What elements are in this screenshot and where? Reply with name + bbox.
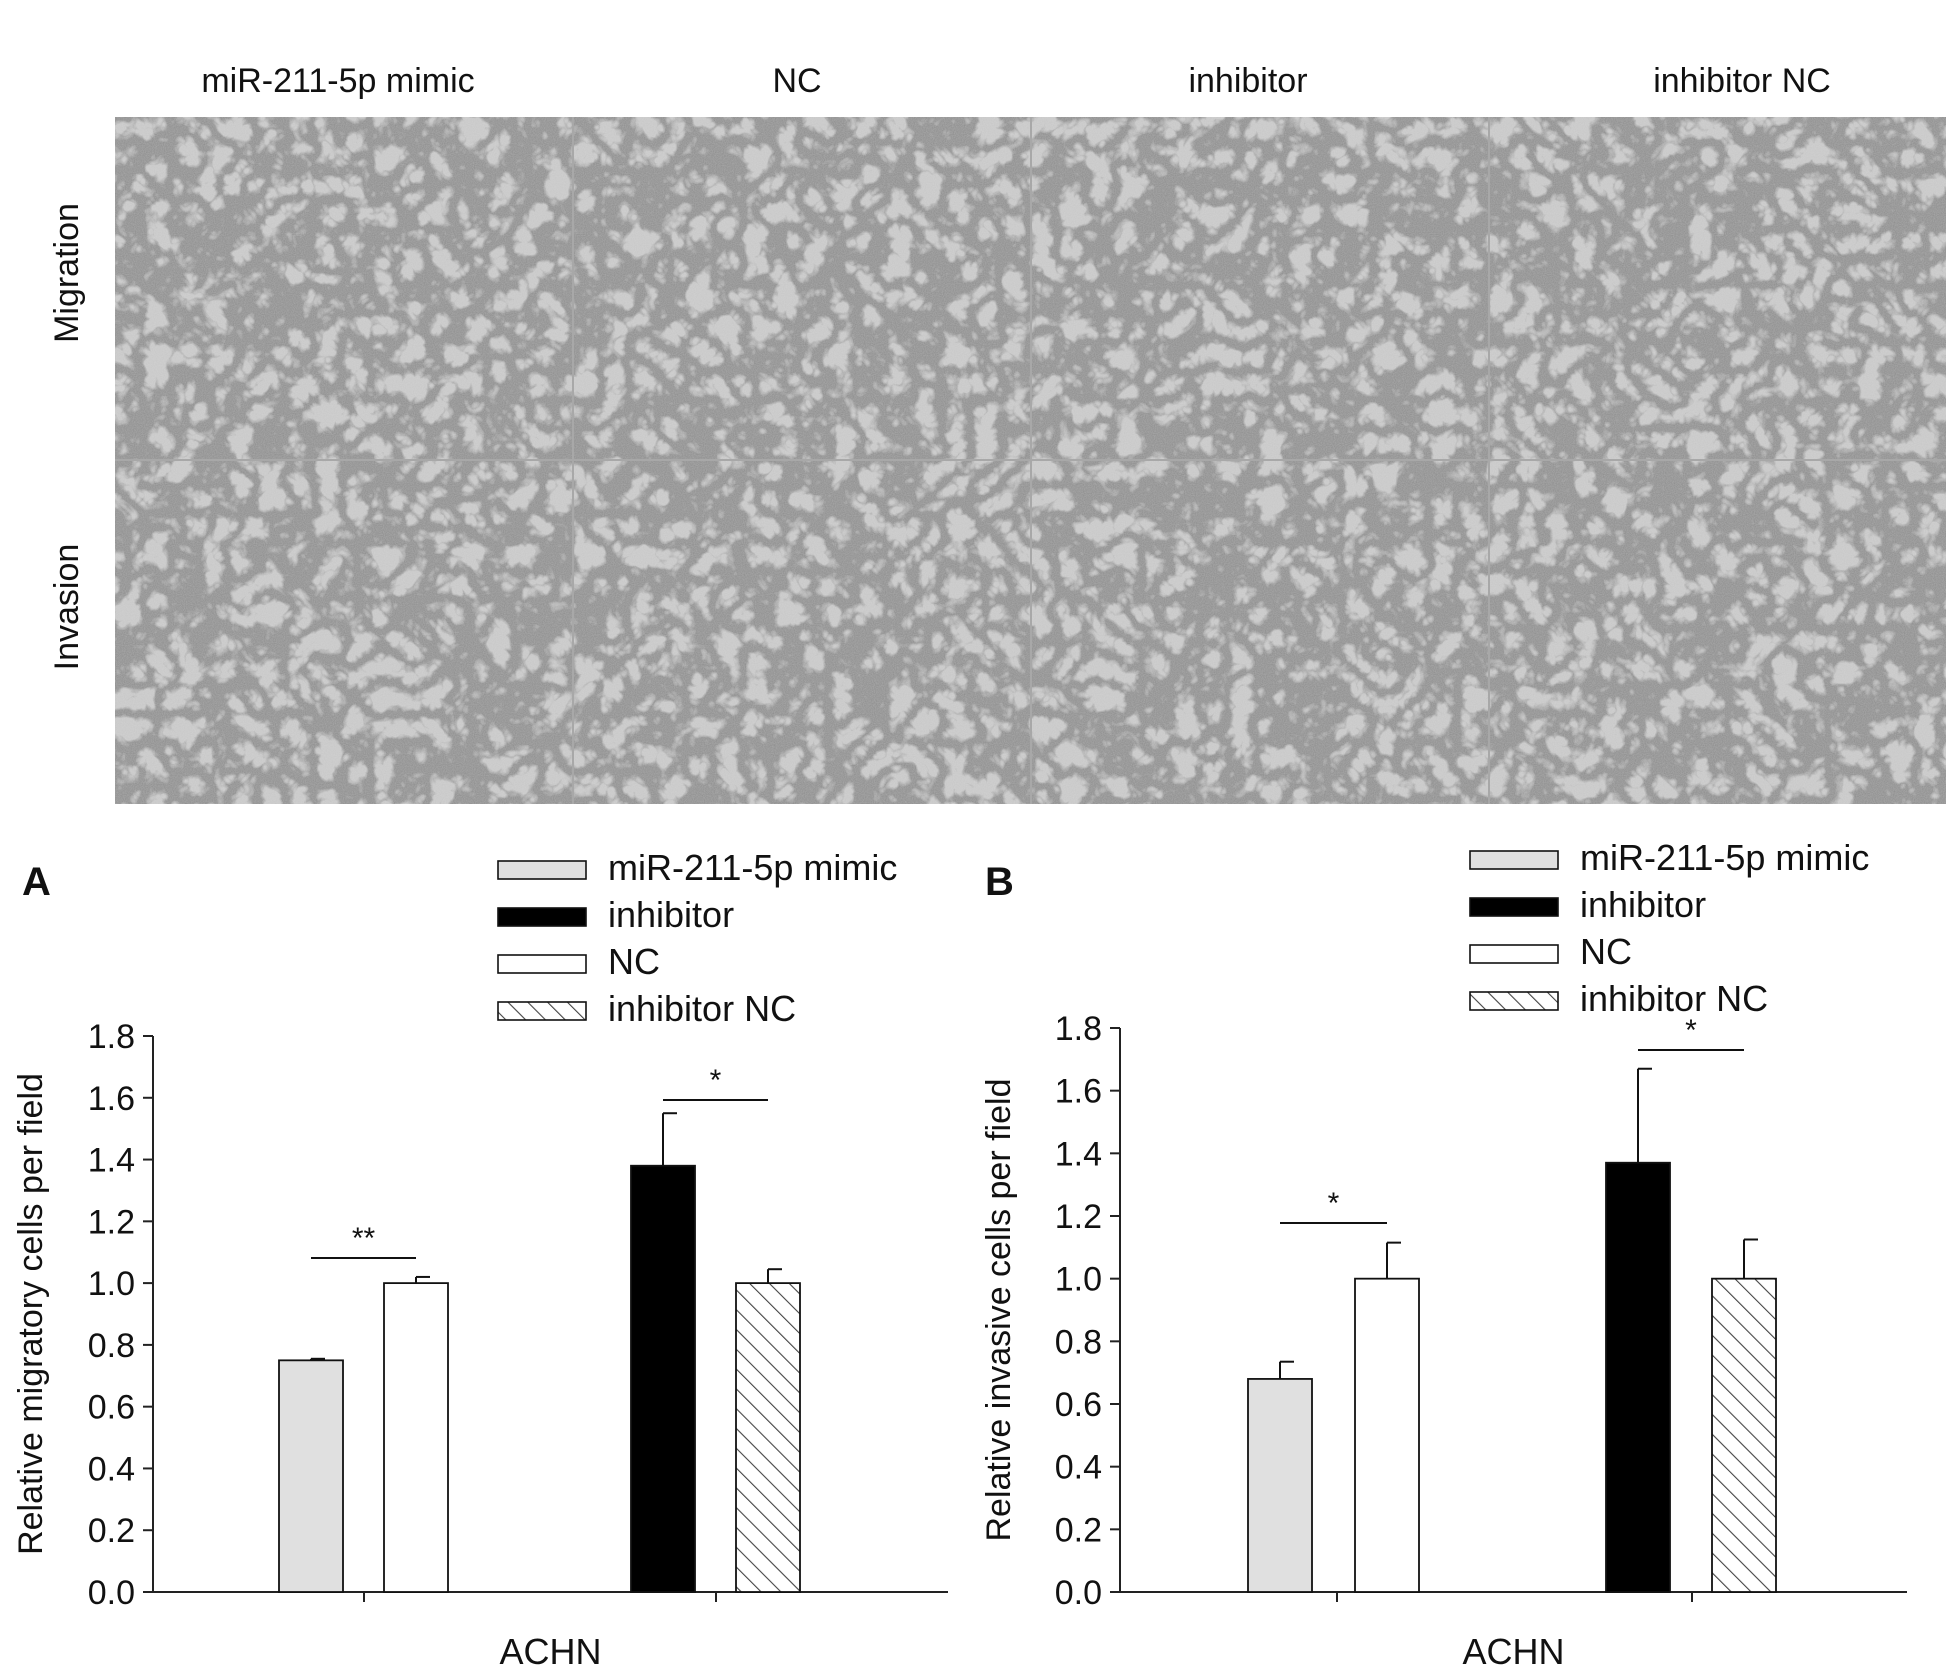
legend-swatch	[1469, 991, 1559, 1011]
y-tick-label: 0.0	[1055, 1574, 1102, 1612]
y-tick-label: 0.6	[1055, 1386, 1102, 1424]
y-axis-label: Relative migratory cells per field	[12, 1073, 50, 1555]
legend-swatch	[497, 907, 587, 927]
legend-swatch	[497, 860, 587, 880]
legend-swatch	[1469, 944, 1559, 964]
micrograph-row-label: Invasion	[48, 544, 86, 671]
micrograph-column-label: miR-211-5p mimic	[201, 62, 474, 100]
y-tick-label: 0.2	[1055, 1511, 1102, 1549]
legend-swatch	[497, 954, 587, 974]
y-axis-label: Relative invasive cells per field	[980, 1079, 1018, 1542]
y-tick-label: 1.2	[88, 1203, 135, 1241]
legend-swatch	[497, 1001, 587, 1021]
legend: miR-211-5p mimic inhibitor NC inhibitor NC	[497, 847, 897, 1029]
legend-label: inhibitor	[608, 894, 734, 935]
legend-label: miR-211-5p mimic	[1580, 837, 1869, 878]
micrograph-column-label: inhibitor	[1188, 62, 1307, 100]
y-tick-label: 0.0	[88, 1574, 135, 1612]
chart-b: B 0.0 0.2 0.4 0.6 0.8 1.0 1.2 1.4 1.6 1.8 Relative …	[980, 837, 1907, 1672]
bar-inhibitor	[630, 1164, 696, 1593]
legend-swatch	[1469, 897, 1559, 917]
legend-label: miR-211-5p mimic	[608, 847, 897, 888]
panel-label: B	[985, 860, 1014, 904]
micrograph-column-label: NC	[772, 62, 821, 100]
bar-nc	[383, 1282, 449, 1593]
y-tick-label: 1.4	[88, 1142, 135, 1180]
y-tick-label: 1.8	[88, 1018, 135, 1056]
bar-nc	[1354, 1277, 1420, 1593]
bar-mir-211-5p-mimic	[278, 1359, 344, 1593]
y-tick-label: 0.2	[88, 1512, 135, 1550]
significance-marker: **	[352, 1222, 376, 1255]
x-axis-label: ACHN	[1462, 1631, 1564, 1672]
x-axis-label: ACHN	[499, 1631, 601, 1672]
legend-label: NC	[1580, 931, 1632, 972]
legend-label: inhibitor NC	[1580, 978, 1768, 1019]
micrograph-column-label: inhibitor NC	[1653, 62, 1831, 100]
legend: miR-211-5p mimic inhibitor NC inhibitor NC	[1469, 837, 1869, 1019]
bar-mir-211-5p-mimic	[1247, 1378, 1313, 1593]
y-tick-label: 0.4	[1055, 1449, 1102, 1487]
y-tick-label: 1.2	[1055, 1198, 1102, 1236]
bar-inhibitor-nc	[735, 1282, 801, 1593]
legend-label: inhibitor	[1580, 884, 1706, 925]
legend-label: NC	[608, 941, 660, 982]
y-tick-label: 0.6	[88, 1389, 135, 1427]
y-tick-label: 0.8	[88, 1327, 135, 1365]
chart-a: A 0.0 0.2 0.4 0.6 0.8 1.0 1.2 1.4 1.6 1.8 Relative …	[12, 847, 948, 1672]
y-tick-label: 1.4	[1055, 1135, 1102, 1173]
y-tick-label: 0.4	[88, 1450, 135, 1488]
legend-label: inhibitor NC	[608, 988, 796, 1029]
bar-inhibitor-nc	[1711, 1277, 1777, 1593]
y-tick-label: 1.6	[88, 1080, 135, 1118]
micrograph-row-label: Migration	[48, 203, 86, 343]
micrograph-grid-lines	[115, 117, 1946, 804]
y-tick-label: 1.6	[1055, 1073, 1102, 1111]
significance-marker: *	[1685, 1014, 1697, 1047]
panel-label: A	[22, 860, 51, 904]
y-tick-label: 1.0	[88, 1265, 135, 1303]
y-tick-label: 1.0	[1055, 1261, 1102, 1299]
y-tick-label: 1.8	[1055, 1010, 1102, 1048]
significance-marker: *	[1328, 1187, 1340, 1220]
significance-marker: *	[710, 1064, 722, 1097]
y-tick-label: 0.8	[1055, 1323, 1102, 1361]
bar-inhibitor	[1605, 1161, 1671, 1593]
legend-swatch	[1469, 850, 1559, 870]
micrograph-panel: miR-211-5p mimic NC inhibitor inhibitor NC …	[48, 62, 1946, 804]
